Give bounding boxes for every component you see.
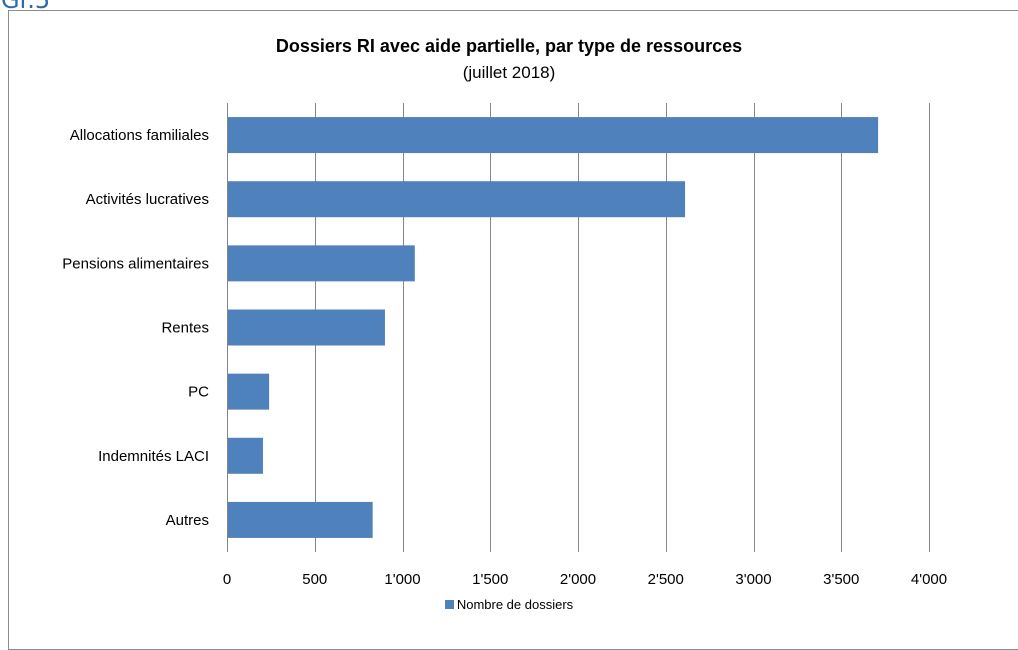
- x-tick-label-1000: 1'000: [384, 571, 420, 588]
- chart-subtitle: (juillet 2018): [462, 63, 556, 82]
- legend-swatch: [444, 600, 454, 609]
- x-tick-label-500: 500: [302, 571, 327, 588]
- bar-1: [227, 181, 686, 218]
- bar-5: [227, 437, 263, 474]
- category-label-1: Activités lucratives: [86, 191, 209, 208]
- legend-label: Nombre de dossiers: [456, 597, 574, 612]
- category-label-4: PC: [188, 384, 209, 401]
- category-label-6: Autres: [166, 512, 209, 529]
- chart-title: Dossiers RI avec aide partielle, par typ…: [275, 36, 743, 56]
- category-label-2: Pensions alimentaires: [62, 255, 209, 272]
- bar-2: [227, 245, 415, 282]
- x-tick-label-1500: 1'500: [472, 571, 508, 588]
- x-tick-label-3500: 3'500: [823, 571, 859, 588]
- bar-3: [227, 309, 385, 346]
- category-label-0: Allocations familiales: [70, 127, 209, 144]
- category-label-3: Rentes: [161, 320, 209, 337]
- bar-4: [227, 373, 270, 410]
- x-tick-label-2000: 2'000: [560, 571, 596, 588]
- bar-6: [227, 501, 373, 538]
- x-tick-label-2500: 2'500: [648, 571, 684, 588]
- legend: Nombre de dossiers: [0, 597, 1018, 612]
- x-tick-label-4000: 4'000: [911, 571, 947, 588]
- x-tick-label-0: 0: [223, 571, 231, 588]
- bar-0: [227, 117, 879, 154]
- x-tick-label-3000: 3'000: [735, 571, 771, 588]
- category-label-5: Indemnités LACI: [98, 448, 209, 465]
